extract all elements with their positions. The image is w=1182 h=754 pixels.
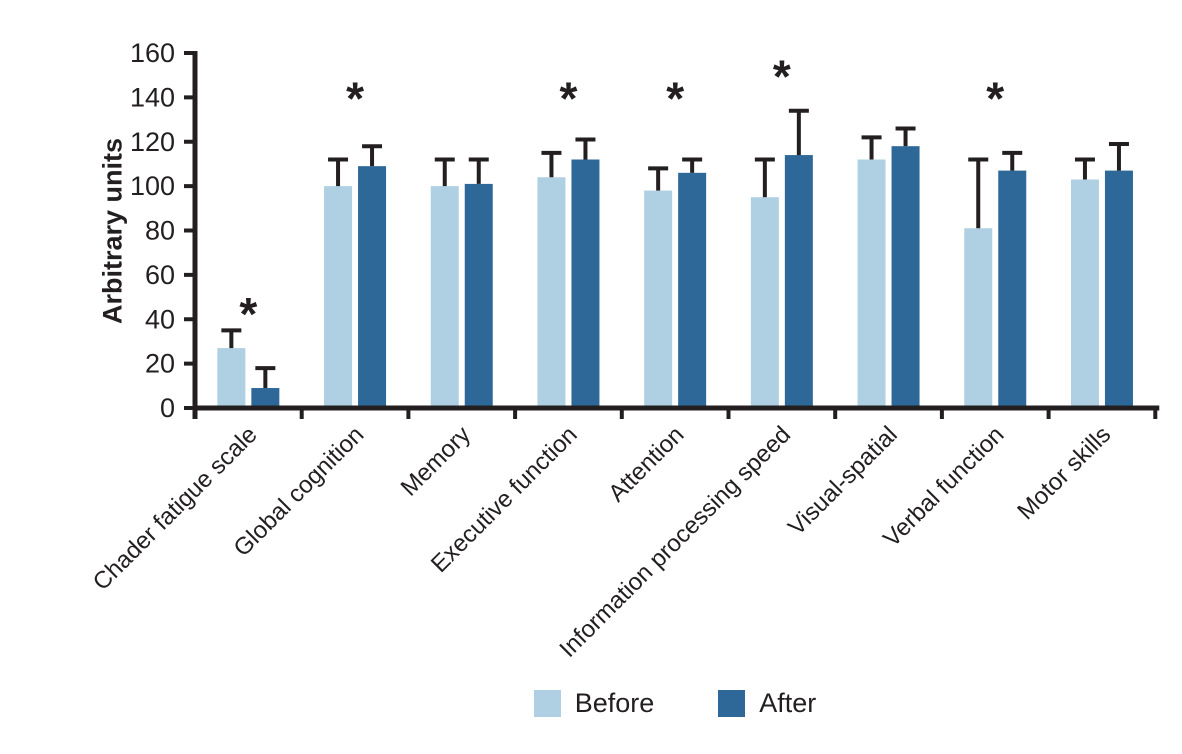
y-tick-label: 100 — [130, 171, 175, 201]
bar-after — [571, 159, 600, 408]
bar-after — [998, 170, 1027, 408]
bar-after — [678, 172, 707, 408]
y-tick-label: 120 — [130, 127, 175, 157]
bar-after — [891, 146, 920, 408]
bar-before — [750, 197, 779, 408]
category-label: Motor skills — [1012, 421, 1116, 525]
bar-before — [857, 159, 886, 408]
legend-swatch-before — [533, 690, 561, 717]
y-tick-label: 40 — [145, 304, 175, 334]
y-axis-title: Arbitrary units — [97, 137, 128, 325]
legend-swatch-after — [718, 690, 746, 717]
y-tick-label: 60 — [145, 260, 175, 290]
category-label: Attention — [603, 421, 689, 507]
category-label: Memory — [396, 421, 476, 501]
bar-after — [251, 388, 280, 408]
legend-item-after: After — [718, 688, 816, 719]
category-label: Chader fatigue scale — [88, 421, 263, 596]
y-tick-label: 20 — [145, 349, 175, 379]
legend-label-before: Before — [574, 688, 655, 718]
category-label: Visual-spatial — [783, 421, 903, 541]
significance-asterisk: * — [986, 73, 1004, 125]
bar-after — [784, 155, 813, 408]
y-tick-label: 80 — [145, 216, 175, 246]
bar-before — [644, 190, 673, 408]
y-tick-label: 140 — [130, 82, 175, 112]
y-tick-label: 160 — [130, 38, 175, 68]
y-tick-label: 0 — [160, 393, 175, 423]
significance-asterisk: * — [773, 51, 791, 103]
bar-after — [358, 166, 387, 408]
legend-item-before: Before — [533, 688, 655, 719]
bar-before — [430, 186, 459, 408]
significance-asterisk: * — [346, 73, 364, 125]
significance-asterisk: * — [559, 73, 577, 125]
bar-before — [1070, 179, 1099, 408]
bar-after — [464, 183, 493, 408]
bar-before — [217, 348, 246, 408]
bar-before — [324, 186, 353, 408]
bar-before — [964, 228, 993, 408]
legend-label-after: After — [759, 688, 817, 718]
bar-before — [537, 177, 566, 408]
significance-asterisk: * — [666, 73, 684, 125]
significance-asterisk: * — [239, 288, 257, 340]
bar-after — [1104, 170, 1133, 408]
legend: Before After — [195, 688, 1155, 719]
category-label: Information processing speed — [554, 421, 796, 663]
